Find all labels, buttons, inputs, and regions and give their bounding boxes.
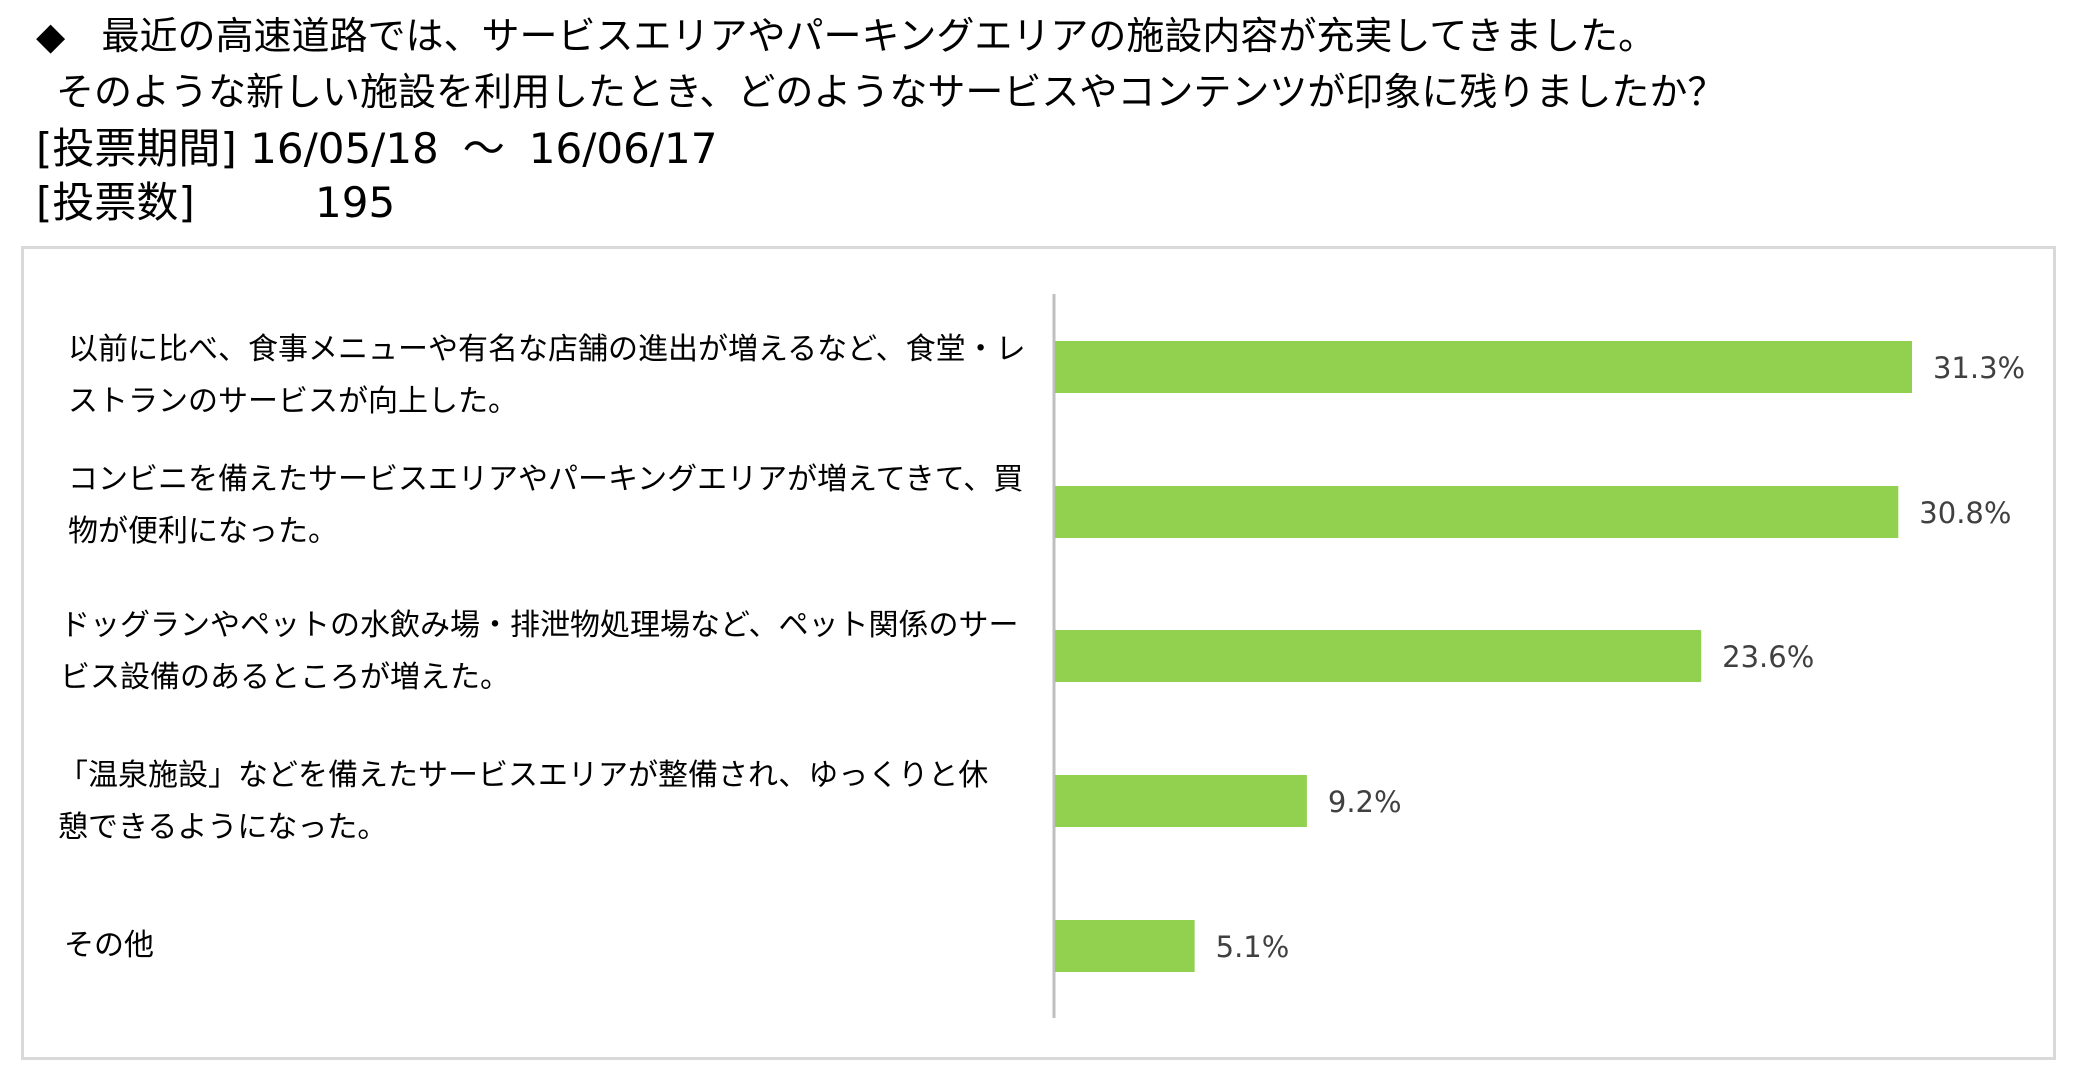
vote-count: [投票数] 195 <box>36 176 395 230</box>
category-label-5: その他 <box>64 928 154 963</box>
voting-period: [投票期間] 16/05/18 ～ 16/06/17 <box>36 122 717 176</box>
chart-header: ◆ 最近の高速道路では、サービスエリアやパーキングエリアの施設内容が充実してきま… <box>0 0 2079 240</box>
period-end: 16/06/17 <box>528 124 718 173</box>
value-label-1: 31.3% <box>1933 351 2025 385</box>
question-text-1: 最近の高速道路では、サービスエリアやパーキングエリアの施設内容が充実してきました… <box>101 14 1657 58</box>
question-line-1: ◆ 最近の高速道路では、サービスエリアやパーキングエリアの施設内容が充実してきま… <box>36 12 1656 60</box>
period-start: 16/05/18 <box>250 124 439 173</box>
votes-label: [投票数] <box>36 178 195 227</box>
period-label: [投票期間] <box>36 124 237 173</box>
period-separator: ～ <box>462 124 505 173</box>
category-label-3: ドッグランやペットの水飲み場・排泄物処理場など、ペット関係のサービス設備のあると… <box>60 608 1019 695</box>
votes-value: 195 <box>315 178 396 227</box>
bullet-icon: ◆ <box>36 14 66 58</box>
question-line-2: そのような新しい施設を利用したとき、どのようなサービスやコンテンツが印象に残りま… <box>56 70 1726 114</box>
value-label-3: 23.6% <box>1722 640 1814 674</box>
category-label-1: 以前に比べ、食事メニューや有名な店舗の進出が増えるなど、食堂・レストランのサービ… <box>68 332 1026 419</box>
bar-1 <box>1055 341 1912 393</box>
category-label-2: コンビニを備えたサービスエリアやパーキングエリアが増えてきて、買物が便利になった… <box>68 462 1024 549</box>
value-label-4: 9.2% <box>1328 785 1402 819</box>
bar-2 <box>1055 486 1899 538</box>
value-label-2: 30.8% <box>1919 496 2011 530</box>
value-label-5: 5.1% <box>1216 930 1290 964</box>
bar-3 <box>1055 630 1702 682</box>
bar-4 <box>1055 775 1307 827</box>
bar-5 <box>1055 920 1195 972</box>
category-label-4: 「温泉施設」などを備えたサービスエリアが整備され、ゆっくりと休憩できるようになっ… <box>58 758 989 845</box>
